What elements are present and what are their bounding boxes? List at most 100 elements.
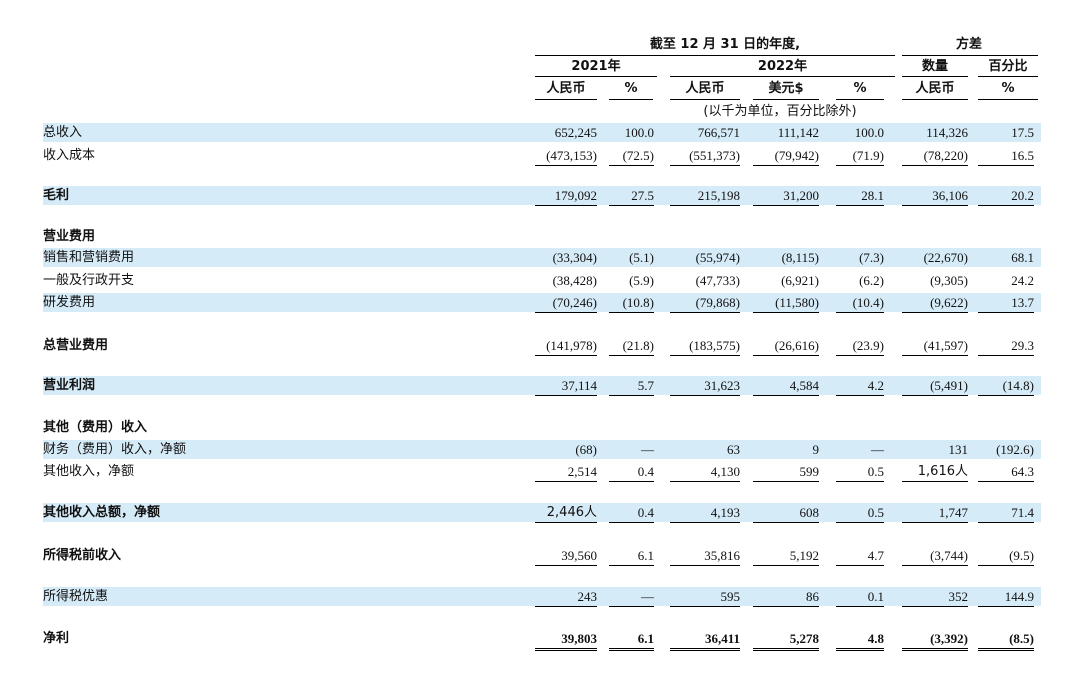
cell-rmb-2022: (551,373) (670, 146, 740, 166)
cell-rmb-2022: (183,575) (670, 336, 740, 356)
row-label: 其他（费用）收入 (43, 420, 148, 435)
cell-rmb-2021: 652,245 (554, 125, 597, 140)
col-header-rule (902, 99, 968, 100)
cell-pct-2022: 4.2 (836, 376, 884, 396)
cell-rmb-2022: (55,974) (695, 250, 740, 265)
cell-amount-variance: (78,220) (902, 146, 968, 166)
cell-pct-2022: (6.2) (859, 273, 884, 288)
cell-pct-2021: — (641, 442, 654, 457)
unit-note: (以千为单位，百分比除外) (703, 104, 857, 119)
row-label: 收入成本 (43, 148, 96, 163)
col-header-rmb-2022: 人民币 (685, 81, 725, 96)
row-label: 营业利润 (43, 378, 96, 393)
table-row: 总营业费用 (141,978) (21.8) (183,575) (26,616) (23… (43, 336, 1041, 356)
col-header-amount-variance: 人民币 (915, 81, 955, 96)
row-label: 一般及行政开支 (43, 273, 135, 288)
cell-amount-variance: (3,392) (902, 629, 968, 651)
rule-variance (902, 55, 1038, 56)
col-header-usd-2022: 美元$ (768, 81, 804, 96)
cell-pct-2022: 0.5 (836, 462, 884, 482)
table-row: 其他收入总额，净额 2,446人 0.4 4,193 608 0.5 1,747 71.4 (43, 503, 1041, 523)
cell-amount-variance: 1,747 (902, 503, 968, 523)
cell-rmb-2022: 31,623 (670, 376, 740, 396)
row-label: 总营业费用 (43, 338, 109, 353)
cell-pct-variance: 71.4 (978, 503, 1034, 523)
cell-rmb-2021: (38,428) (552, 273, 597, 288)
col-header-rule (753, 99, 819, 100)
table-row: 营业费用 (43, 227, 1041, 246)
cell-rmb-2021: (141,978) (535, 336, 597, 356)
cell-usd-2022: 608 (753, 503, 819, 523)
col-header-rule (535, 99, 597, 100)
cell-rmb-2021: 179,092 (535, 186, 597, 206)
cell-pct-2021: 0.4 (609, 503, 654, 523)
cell-pct-2022: 4.8 (836, 629, 884, 651)
cell-pct-2021: (10.8) (609, 293, 654, 313)
cell-amount-variance: 114,326 (926, 125, 968, 140)
year-2021-header: 2021年 (571, 59, 621, 74)
table-row: 其他（费用）收入 (43, 418, 1041, 437)
cell-pct-2021: 27.5 (609, 186, 654, 206)
col-header-rule (978, 99, 1038, 100)
cell-usd-2022: (6,921) (781, 273, 819, 288)
cell-pct-variance: (14.8) (978, 376, 1034, 396)
col-header-pct-2022: % (853, 81, 867, 96)
col-header-rule (609, 99, 653, 100)
cell-rmb-2021: (70,246) (535, 293, 597, 313)
cell-rmb-2022: (79,868) (670, 293, 740, 313)
cell-rmb-2022: (47,733) (695, 273, 740, 288)
col-header-rmb-2021: 人民币 (546, 81, 586, 96)
table-row: 净利 39,803 6.1 36,411 5,278 4.8 (3,392) (8.5) (43, 629, 1041, 651)
table-row: 财务（费用）收入，净额 (68) — 63 9 — 131 (192.6) (43, 440, 1041, 459)
row-label: 营业费用 (43, 229, 96, 244)
row-label: 所得税前收入 (43, 548, 122, 563)
cell-pct-2021: 100.0 (624, 125, 654, 140)
cell-pct-variance: (8.5) (978, 629, 1034, 651)
table-row: 毛利 179,092 27.5 215,198 31,200 28.1 36,106 20.2 (43, 186, 1041, 206)
row-label: 总收入 (43, 125, 83, 140)
cell-usd-2022: (26,616) (753, 336, 819, 356)
row-label: 研发费用 (43, 295, 96, 310)
cell-pct-variance: 16.5 (978, 146, 1034, 166)
cell-pct-2022: 0.5 (836, 503, 884, 523)
cell-rmb-2021: (68) (575, 442, 597, 457)
period-header: 截至 12 月 31 日的年度, (649, 37, 801, 52)
cell-pct-2022: (10.4) (836, 293, 884, 313)
cell-amount-variance: 1,616人 (902, 462, 968, 482)
cell-amount-variance: (41,597) (902, 336, 968, 356)
cell-amount-variance: 131 (948, 442, 969, 457)
cell-pct-2022: 100.0 (854, 125, 884, 140)
cell-pct-2021: 6.1 (609, 629, 654, 651)
cell-pct-2022: 28.1 (836, 186, 884, 206)
table-row: 所得税优惠 243 — 595 86 0.1 352 144.9 (43, 587, 1041, 607)
cell-pct-variance: 13.7 (978, 293, 1034, 313)
cell-rmb-2021: 243 (535, 587, 597, 607)
cell-pct-2022: 4.7 (836, 546, 884, 566)
cell-usd-2022: 5,278 (753, 629, 819, 651)
cell-rmb-2021: (473,153) (535, 146, 597, 166)
table-row: 研发费用 (70,246) (10.8) (79,868) (11,580) (10.4)… (43, 293, 1041, 313)
cell-rmb-2022: 36,411 (670, 629, 740, 651)
cell-pct-2022: (23.9) (836, 336, 884, 356)
cell-pct-2021: 6.1 (609, 546, 654, 566)
cell-usd-2022: 599 (753, 462, 819, 482)
cell-pct-variance: (192.6) (996, 442, 1034, 457)
cell-rmb-2021: (33,304) (552, 250, 597, 265)
cell-pct-variance: (9.5) (978, 546, 1034, 566)
cell-pct-2021: (72.5) (609, 146, 654, 166)
table-row: 所得税前收入 39,560 6.1 35,816 5,192 4.7 (3,744) (9.5… (43, 546, 1041, 566)
variance-header: 方差 (955, 37, 982, 52)
cell-pct-2021: — (609, 587, 654, 607)
cell-usd-2022: 4,584 (753, 376, 819, 396)
cell-pct-variance: 20.2 (978, 186, 1034, 206)
cell-pct-2022: — (871, 442, 884, 457)
row-label: 财务（费用）收入，净额 (43, 442, 187, 457)
rule-2021 (535, 76, 657, 77)
cell-rmb-2021: 39,803 (535, 629, 597, 651)
cell-usd-2022: 86 (753, 587, 819, 607)
row-label: 所得税优惠 (43, 589, 109, 604)
cell-usd-2022: 111,142 (777, 125, 819, 140)
cell-amount-variance: (3,744) (902, 546, 968, 566)
rule-period (535, 55, 895, 56)
